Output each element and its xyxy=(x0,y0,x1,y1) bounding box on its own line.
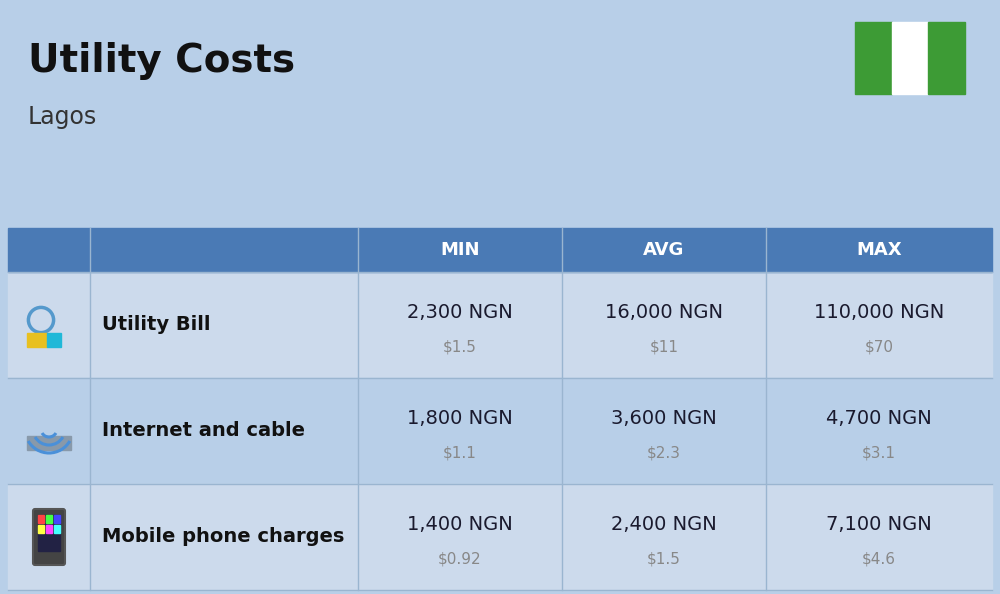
Text: 16,000 NGN: 16,000 NGN xyxy=(605,304,723,323)
Text: 110,000 NGN: 110,000 NGN xyxy=(814,304,944,323)
Text: 1,400 NGN: 1,400 NGN xyxy=(407,516,513,535)
Text: $2.3: $2.3 xyxy=(647,446,681,460)
Text: MIN: MIN xyxy=(440,241,480,259)
Text: $4.6: $4.6 xyxy=(862,551,896,567)
Text: $1.5: $1.5 xyxy=(647,551,681,567)
Text: 3,600 NGN: 3,600 NGN xyxy=(611,409,717,428)
Text: $70: $70 xyxy=(864,340,894,355)
Text: Lagos: Lagos xyxy=(28,105,97,129)
Text: $11: $11 xyxy=(650,340,678,355)
Text: Utility Bill: Utility Bill xyxy=(102,315,210,334)
Bar xyxy=(38,515,44,523)
FancyBboxPatch shape xyxy=(33,509,65,565)
Bar xyxy=(855,22,892,94)
Bar xyxy=(27,333,47,347)
Text: 2,300 NGN: 2,300 NGN xyxy=(407,304,513,323)
Bar xyxy=(8,378,992,484)
Bar xyxy=(54,525,60,533)
Bar xyxy=(38,515,60,551)
Bar xyxy=(47,333,61,347)
Text: AVG: AVG xyxy=(643,241,685,259)
Bar xyxy=(54,515,60,523)
Text: Internet and cable: Internet and cable xyxy=(102,422,305,441)
Bar xyxy=(8,272,992,378)
Bar xyxy=(8,228,992,272)
Bar xyxy=(928,22,965,94)
Bar xyxy=(892,22,928,94)
Text: Utility Costs: Utility Costs xyxy=(28,42,295,80)
Text: 1,800 NGN: 1,800 NGN xyxy=(407,409,513,428)
Text: MAX: MAX xyxy=(856,241,902,259)
Text: $3.1: $3.1 xyxy=(862,446,896,460)
Text: 7,100 NGN: 7,100 NGN xyxy=(826,516,932,535)
Text: $0.92: $0.92 xyxy=(438,551,482,567)
Text: $1.1: $1.1 xyxy=(443,446,477,460)
Text: $1.5: $1.5 xyxy=(443,340,477,355)
Bar xyxy=(46,515,52,523)
Bar xyxy=(8,484,992,590)
Text: 2,400 NGN: 2,400 NGN xyxy=(611,516,717,535)
Bar xyxy=(38,525,44,533)
Text: Mobile phone charges: Mobile phone charges xyxy=(102,527,344,546)
Bar xyxy=(46,525,52,533)
Bar xyxy=(27,436,71,450)
Text: 4,700 NGN: 4,700 NGN xyxy=(826,409,932,428)
